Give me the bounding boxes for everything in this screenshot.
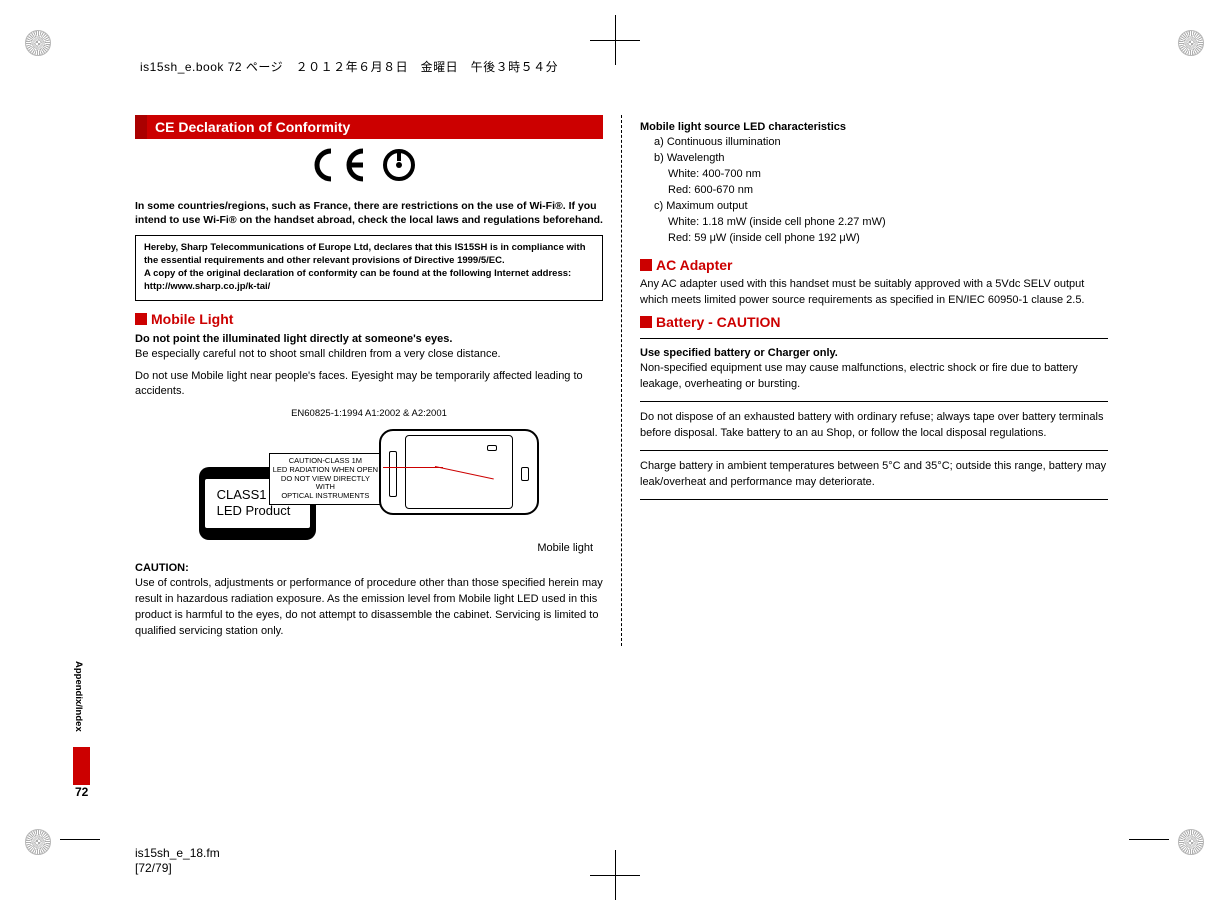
led-item-a: a) Continuous illumination	[640, 135, 1108, 151]
hr	[640, 450, 1108, 451]
caution-tag: CAUTION-CLASS 1M LED RADIATION WHEN OPEN…	[269, 453, 381, 504]
footer-filename: is15sh_e_18.fm [72/79]	[135, 846, 220, 877]
mobile-light-heading: Mobile Light	[135, 311, 603, 327]
mobile-light-warning: Do not point the illuminated light direc…	[135, 333, 603, 345]
mobile-light-p2: Do not use Mobile light near people's fa…	[135, 369, 603, 401]
red-square-icon	[640, 316, 652, 328]
led-item-c: c) Maximum output	[640, 199, 1108, 215]
crop-mark-ne	[1178, 30, 1204, 56]
led-item-b1: White: 400-700 nm	[640, 167, 1108, 183]
crop-mark-nw	[25, 30, 51, 56]
battery-heading: Battery - CAUTION	[640, 314, 1108, 330]
led-class-line2: LED Product	[217, 503, 291, 518]
fig-standard-label: EN60825-1:1994 A1:2002 & A2:2001	[135, 408, 603, 419]
led-item-c1: White: 1.18 mW (inside cell phone 2.27 m…	[640, 215, 1108, 231]
ce-mark-icon	[135, 147, 603, 191]
page-number: 72	[75, 785, 88, 799]
section-heading-ce: CE Declaration of Conformity	[135, 115, 603, 139]
mobile-light-p1: Be especially careful not to shoot small…	[135, 347, 603, 363]
led-item-c2: Red: 59 μW (inside cell phone 192 μW)	[640, 231, 1108, 247]
battery-r1-body: Non-specified equipment use may cause ma…	[640, 361, 1108, 393]
led-characteristics-heading: Mobile light source LED characteristics	[640, 121, 1108, 133]
battery-r1-heading: Use specified battery or Charger only.	[640, 347, 1108, 359]
led-class-line1: CLASS1	[217, 487, 267, 502]
ac-adapter-heading: AC Adapter	[640, 257, 1108, 273]
led-item-b2: Red: 600-670 nm	[640, 183, 1108, 199]
side-tab-label: Appendix/Index	[73, 645, 84, 747]
wifi-restriction-text: In some countries/regions, such as Franc…	[135, 199, 603, 227]
right-column: Mobile light source LED characteristics …	[628, 115, 1108, 646]
column-divider	[621, 115, 622, 646]
phone-outline-icon	[379, 429, 539, 515]
caution-body: Use of controls, adjustments or performa…	[135, 576, 603, 640]
hr	[640, 338, 1108, 339]
led-figure: EN60825-1:1994 A1:2002 & A2:2001 CLASS1 …	[135, 408, 603, 554]
hr	[640, 401, 1108, 402]
left-column: CE Declaration of Conformity In some cou…	[135, 115, 615, 646]
conformity-box: Hereby, Sharp Telecommunications of Euro…	[135, 235, 603, 300]
red-square-icon	[640, 259, 652, 271]
red-square-icon	[135, 313, 147, 325]
side-tab-marker	[73, 747, 90, 785]
battery-r3-body: Charge battery in ambient temperatures b…	[640, 459, 1108, 491]
book-header-text: is15sh_e.book 72 ページ ２０１２年６月８日 金曜日 午後３時５…	[140, 58, 1134, 75]
crop-mark-sw	[25, 829, 51, 855]
crop-mark-se	[1178, 829, 1204, 855]
battery-r2-body: Do not dispose of an exhausted battery w…	[640, 410, 1108, 442]
mobile-light-callout: Mobile light	[135, 542, 603, 554]
ac-adapter-body: Any AC adapter used with this handset mu…	[640, 277, 1108, 309]
led-item-b: b) Wavelength	[640, 151, 1108, 167]
caution-heading: CAUTION:	[135, 562, 603, 574]
side-tab: Appendix/Index	[73, 645, 90, 785]
hr	[640, 499, 1108, 500]
